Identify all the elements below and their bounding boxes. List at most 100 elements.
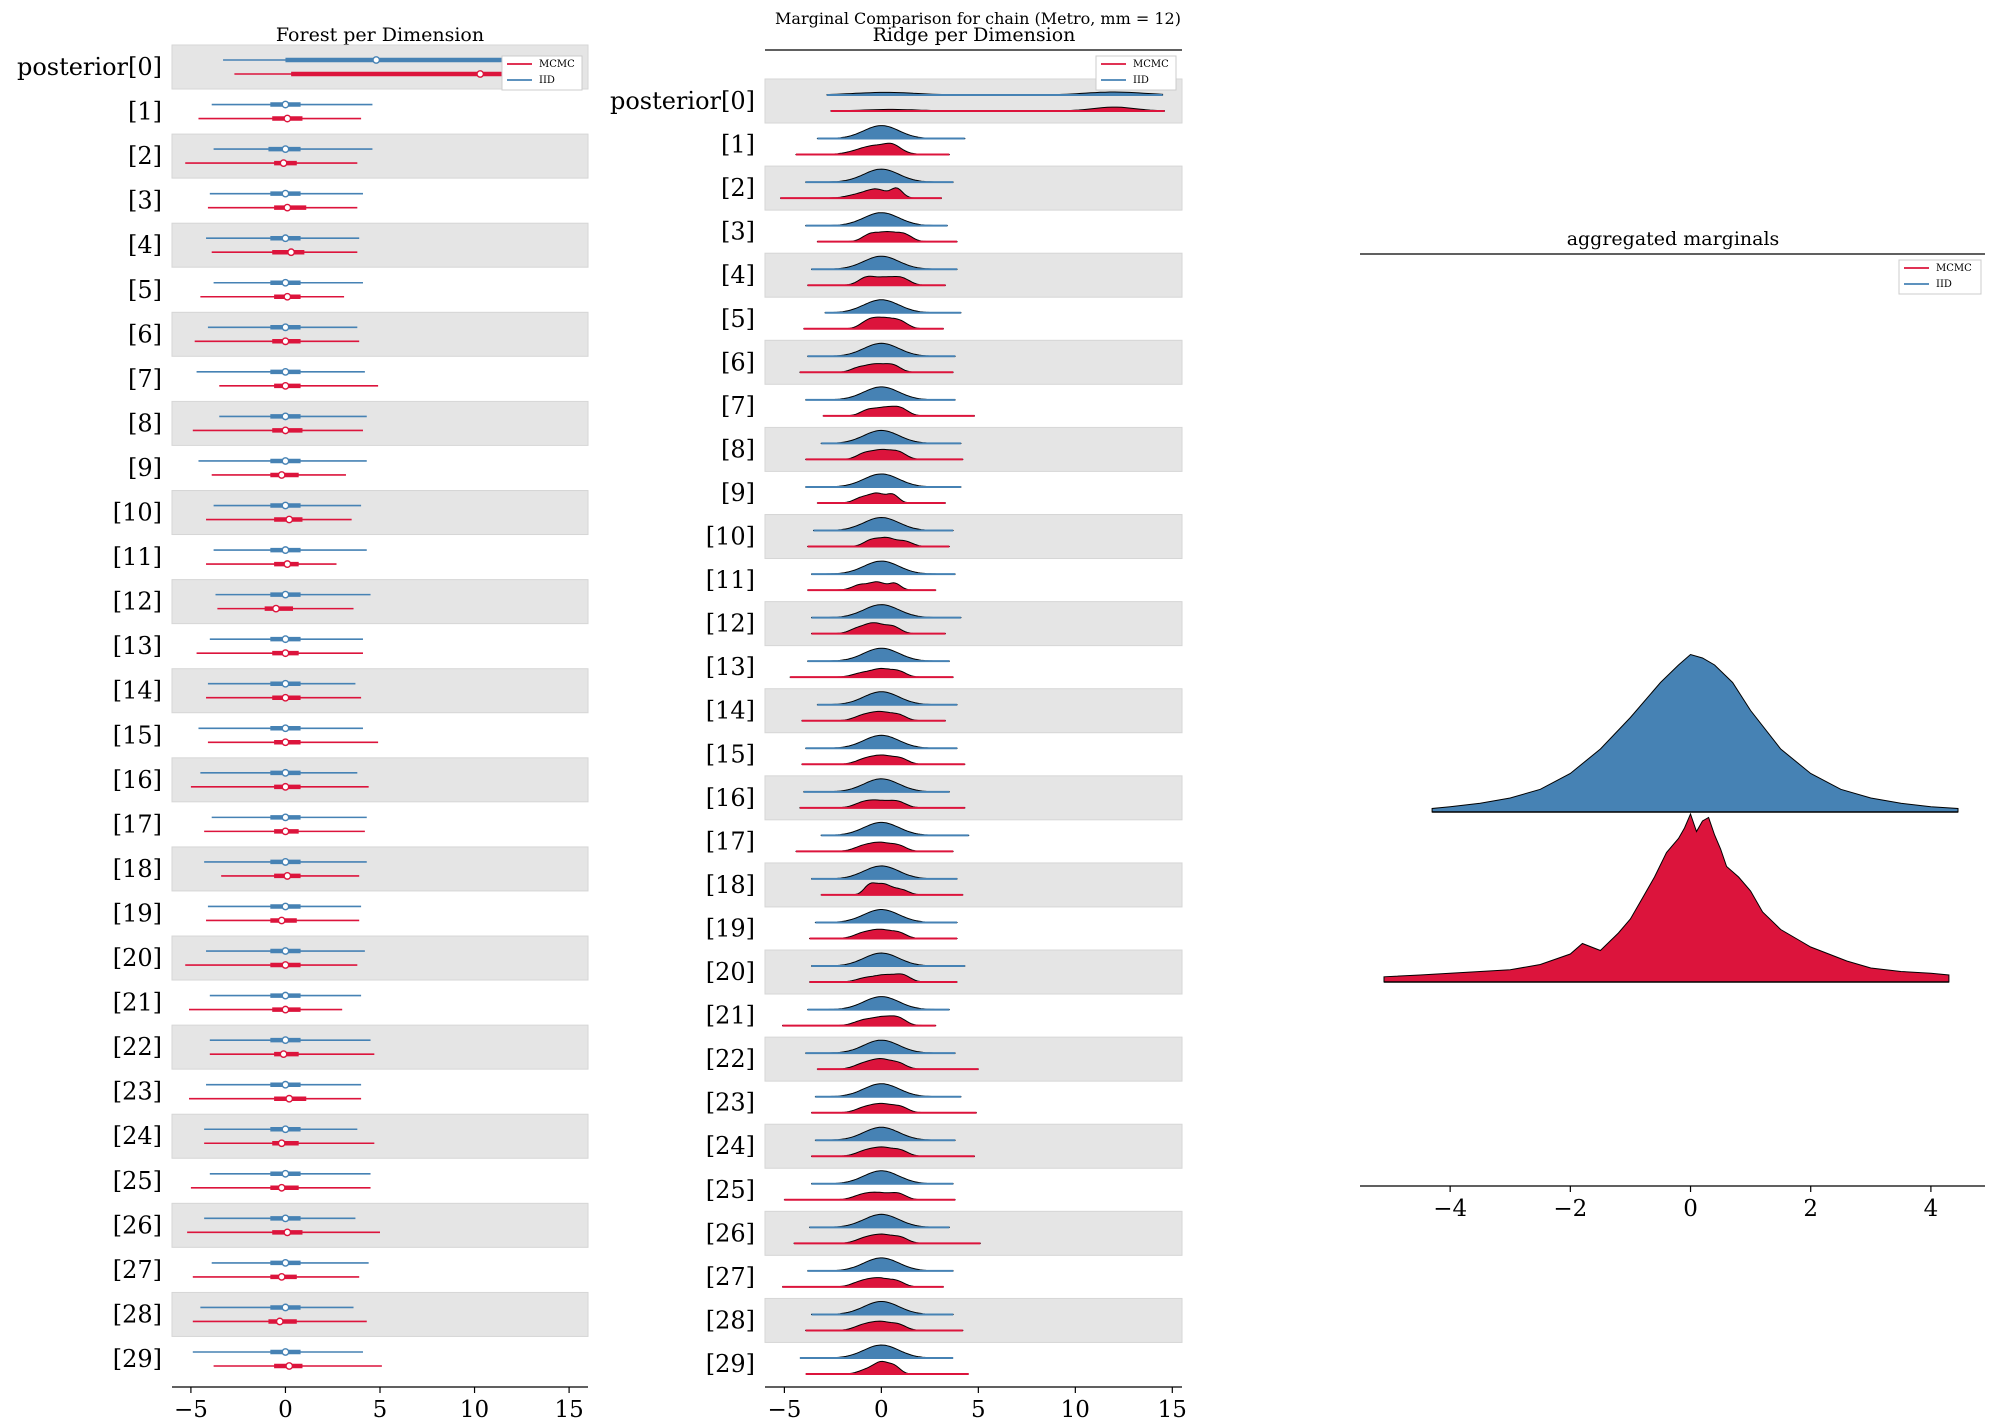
- forest-title: Forest per Dimension: [276, 24, 484, 46]
- ridge-row-label-4: [4]: [721, 261, 755, 289]
- forest-iid-median-17: [281, 813, 290, 822]
- forest-mcmc-median-1: [283, 114, 292, 123]
- forest-iid-median-3: [281, 189, 290, 198]
- forest-mcmc-median-10: [285, 515, 294, 524]
- forest-mcmc-median-25: [277, 1183, 286, 1192]
- ridge-row-label-18: [18]: [706, 871, 755, 899]
- 0-tick-label-2: 5: [373, 1397, 388, 1423]
- forest-row-label-5: [5]: [128, 276, 162, 304]
- ridge-mcmc-density-23: [811, 1102, 977, 1114]
- forest-marks: [185, 56, 566, 1370]
- ridge-row-labels: posterior[0] [1] [2] [3] [4] [5] [6] [7] [8] [9] […: [610, 87, 755, 1378]
- ridge-mcmc-density-17: [795, 841, 954, 852]
- forest-iid-median-6: [281, 323, 290, 332]
- aggregated-legend: MCMC IID: [1898, 259, 1982, 295]
- forest-row-label-29: [29]: [113, 1345, 162, 1373]
- aggregated-legend-box: [1898, 259, 1982, 295]
- forest-band-6: [171, 311, 589, 357]
- forest-legend-iid-label: IID: [539, 75, 555, 86]
- forest-mcmc-median-22: [279, 1050, 288, 1059]
- ridge-mcmc-density-21: [782, 1015, 937, 1027]
- forest-band-4: [171, 222, 589, 268]
- forest-mcmc-median-0: [476, 70, 485, 78]
- ridge-row-label-5: [5]: [721, 305, 755, 333]
- 1-tick-label-1: 0: [874, 1397, 889, 1423]
- ridge-row-label-1: [1]: [721, 131, 755, 159]
- ridge-row-label-9: [9]: [721, 479, 755, 507]
- ridge-iid-density-25: [811, 1170, 954, 1185]
- aggregated-legend-iid-label: IID: [1936, 279, 1952, 290]
- ridge-mcmc-density-13: [789, 667, 954, 678]
- ridge-band-26: [764, 1210, 1183, 1256]
- ridge-iid-density-23: [814, 1083, 962, 1098]
- forest-band-24: [171, 1113, 589, 1159]
- ridge-iid-density-7: [805, 386, 956, 401]
- forest-mcmc-median-19: [277, 916, 286, 925]
- ridge-row-bands: [764, 78, 1183, 1343]
- forest-row-label-25: [25]: [113, 1167, 162, 1195]
- forest-row-label-17: [17]: [113, 810, 162, 838]
- ridge-iid-density-27: [807, 1257, 954, 1272]
- ridge-iid-density-5: [824, 299, 962, 314]
- forest-band-28: [171, 1291, 589, 1337]
- forest-band-14: [171, 668, 589, 714]
- ridge-iid-density-11: [811, 560, 956, 575]
- forest-mcmc-median-8: [281, 426, 290, 435]
- forest-row-label-22: [22]: [113, 1033, 162, 1061]
- ridge-row-label-25: [25]: [706, 1176, 755, 1204]
- ridge-row-label-12: [12]: [706, 610, 755, 638]
- forest-iid-median-27: [281, 1258, 290, 1267]
- ridge-legend-box: [1095, 55, 1177, 91]
- ridge-row-label-2: [2]: [721, 174, 755, 202]
- ridge-band-2: [764, 165, 1183, 211]
- forest-mcmc-median-13: [281, 649, 290, 658]
- forest-iid-median-8: [281, 412, 290, 421]
- ridge-iid-density-13: [807, 647, 950, 662]
- forest-row-label-1: [1]: [128, 98, 162, 126]
- forest-mcmc-median-2: [279, 159, 288, 168]
- forest-iid-median-4: [281, 234, 290, 243]
- ridge-mcmc-density-5: [803, 316, 944, 330]
- forest-legend-mcmc-label: MCMC: [539, 59, 575, 70]
- forest-iid-median-15: [281, 724, 290, 733]
- forest-iid-median-26: [281, 1214, 290, 1223]
- ridge-mcmc-density-3: [816, 230, 958, 243]
- 1-tick-label-4: 15: [1158, 1397, 1187, 1423]
- ridge-iid-density-21: [807, 996, 950, 1011]
- forest-panel: Forest per Dimension posterior[0] [1] [2] […: [17, 24, 589, 1423]
- ridge-band-18: [764, 862, 1183, 908]
- ridge-band-4: [764, 252, 1183, 298]
- ridge-mcmc-density-9: [816, 492, 946, 504]
- ridge-iid-density-9: [805, 473, 962, 488]
- aggregated-mcmc-density: [1383, 812, 1950, 983]
- forest-mcmc-median-17: [281, 827, 290, 836]
- forest-row-label-0: posterior[0]: [17, 53, 162, 81]
- forest-row-label-26: [26]: [113, 1211, 162, 1239]
- ridge-mcmc-density-25: [783, 1191, 956, 1201]
- forest-row-label-9: [9]: [128, 454, 162, 482]
- forest-iid-median-7: [281, 367, 290, 376]
- ridge-title: Ridge per Dimension: [873, 24, 1076, 46]
- forest-row-labels: posterior[0] [1] [2] [3] [4] [5] [6] [7] [8] [9] […: [17, 53, 162, 1373]
- ridge-row-label-3: [3]: [721, 218, 755, 246]
- ridge-row-label-14: [14]: [706, 697, 755, 725]
- forest-mcmc-median-4: [287, 248, 296, 257]
- ridge-mcmc-density-29: [805, 1360, 969, 1375]
- forest-iid-median-20: [281, 947, 290, 955]
- ridge-row-label-28: [28]: [706, 1306, 755, 1334]
- ridge-row-label-8: [8]: [721, 435, 755, 463]
- aggregated-x-ticks: −4 −2 0 2 4: [1433, 1186, 1938, 1222]
- 2-tick-label-3: 2: [1803, 1196, 1818, 1222]
- forest-row-label-21: [21]: [113, 989, 162, 1017]
- ridge-band-6: [764, 339, 1183, 385]
- 2-tick-label-2: 0: [1683, 1196, 1698, 1222]
- forest-iid-median-13: [281, 635, 290, 644]
- ridge-row-label-22: [22]: [706, 1045, 755, 1073]
- ridge-mcmc-density-15: [801, 754, 966, 765]
- ridge-legend-mcmc-label: MCMC: [1133, 59, 1169, 70]
- ridge-iid-density-15: [805, 734, 958, 749]
- ridge-legend-iid-label: IID: [1133, 75, 1149, 86]
- ridge-x-ticks: −5 0 5 10 15: [767, 1387, 1187, 1423]
- forest-iid-median-10: [281, 501, 290, 510]
